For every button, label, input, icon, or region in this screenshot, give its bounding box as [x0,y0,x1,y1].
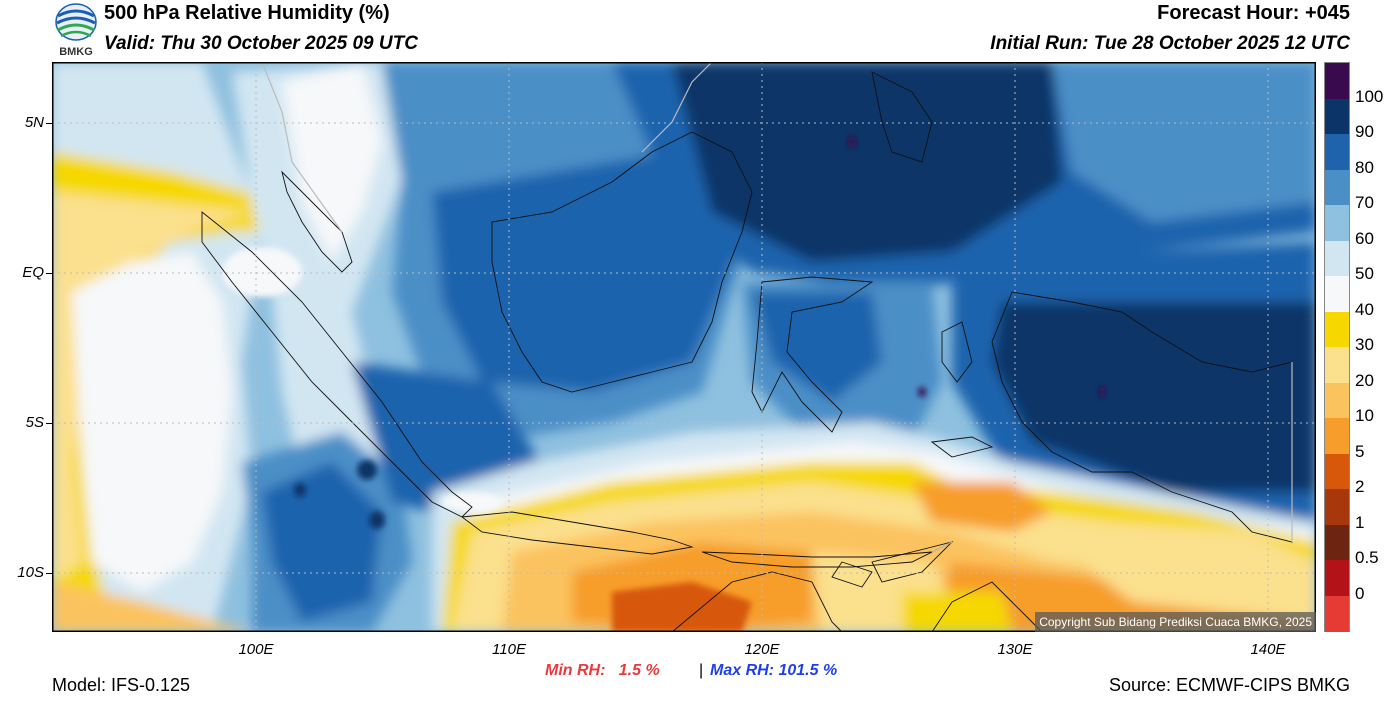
lon-label-140e: 140E [1250,641,1286,658]
colorbar-label: 0 [1355,583,1365,603]
initial-run: Initial Run: Tue 28 October 2025 12 UTC [990,33,1350,54]
colorbar-swatch [1325,311,1349,348]
colorbar-label: 90 [1355,122,1374,141]
colorbar-swatch [1325,595,1349,632]
colorbar-swatches [1325,63,1349,632]
lon-label-130e: 130E [997,641,1033,658]
colorbar-swatch [1325,169,1349,206]
lat-tick [46,123,52,124]
colorbar-label: 100 [1355,86,1384,106]
colorbar-swatch [1325,63,1349,99]
colorbar-label: 60 [1355,228,1374,248]
coastlines [201,71,1293,632]
colorbar-label: 1 [1355,512,1365,532]
lon-label-100e: 100E [238,641,274,658]
lon-label-120e: 120E [744,641,780,658]
colorbar [1324,62,1350,632]
colorbar-swatch [1325,276,1349,312]
minmax-separator: | [699,662,704,679]
colorbar-swatch [1325,347,1349,383]
min-rh: Min RH: 1.5 % [545,662,660,679]
colorbar-swatch [1325,453,1349,490]
bmkg-logo-icon [55,3,97,41]
colorbar-label: 70 [1355,193,1374,212]
colorbar-label: 20 [1355,370,1374,390]
lat-tick [46,423,52,424]
lat-tick [46,573,52,574]
colorbar-label: 10 [1355,406,1374,425]
bmkg-logo [52,2,100,58]
map-frame [52,62,1316,632]
lat-label-5s: 5S [25,414,44,431]
colorbar-swatch [1325,134,1349,170]
humidity-field-map [52,62,1316,632]
colorbar-swatch [1325,489,1349,525]
lat-label-5n: 5N [24,114,44,131]
colorbar-swatch [1325,98,1349,135]
copyright-notice: Copyright Sub Bidang Prediksi Cuaca BMKG… [1035,612,1316,632]
graticule [52,62,1316,632]
chart-title: 500 hPa Relative Humidity (%) [104,2,390,24]
valid-time: Valid: Thu 30 October 2025 09 UTC [104,33,418,54]
colorbar-label: 30 [1355,335,1374,354]
colorbar-label: 5 [1355,441,1365,461]
max-rh: Max RH: 101.5 % [710,662,838,679]
colorbar-label: 0.5 [1355,548,1379,567]
colorbar-swatch [1325,205,1349,241]
forecast-hour: Forecast Hour: +045 [1157,2,1350,24]
colorbar-label: 50 [1355,264,1374,283]
colorbar-swatch [1325,240,1349,277]
colorbar-swatch [1325,382,1349,419]
country-borders [261,62,1293,553]
colorbar-label: 2 [1355,477,1365,496]
lat-tick [46,273,52,274]
colorbar-label: 80 [1355,157,1374,177]
lat-label-10s: 10S [17,564,44,581]
lon-label-110e: 110E [492,641,526,658]
colorbar-swatch [1325,418,1349,454]
colorbar-swatch [1325,524,1349,561]
model-label: Model: IFS-0.125 [52,675,191,695]
source-label: Source: ECMWF-CIPS BMKG [1108,675,1350,695]
map-panel: Copyright Sub Bidang Prediksi Cuaca BMKG… [52,62,1316,632]
colorbar-swatch [1325,560,1349,596]
lat-label-eq: EQ [22,264,44,281]
colorbar-label: 40 [1355,299,1374,319]
logo-label: BMKG [59,46,93,58]
